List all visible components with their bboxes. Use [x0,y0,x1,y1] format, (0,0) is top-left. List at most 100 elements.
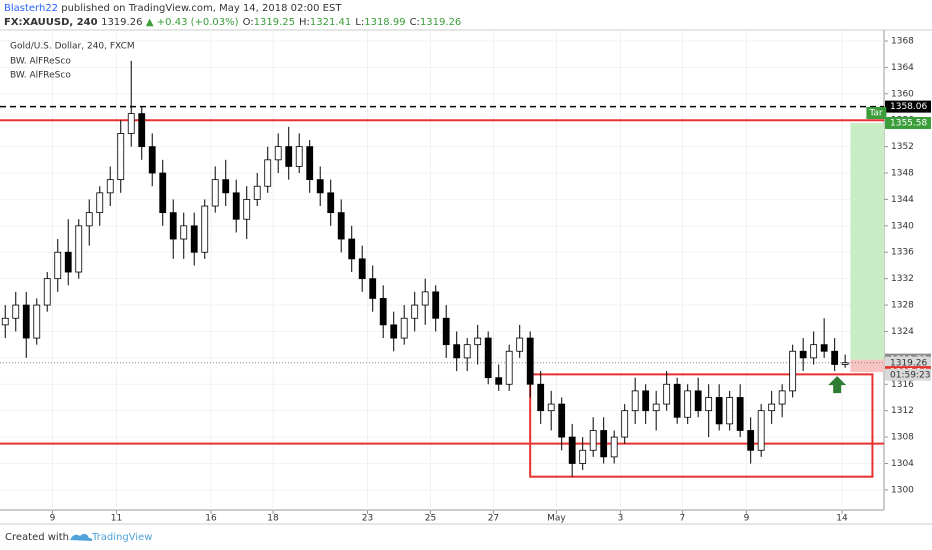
candle-body [610,436,618,458]
last: 1319.26 [101,17,142,28]
candle-body [579,449,587,464]
candle-body [138,113,146,148]
y-tick-label: 1328 [891,301,914,311]
change: ▲ +0.43 (+0.03%) [146,17,239,28]
y-tick-label: 1324 [891,327,914,337]
header-line: Blasterh22 published on TradingView.com,… [4,3,342,14]
candle-body [337,212,345,240]
candle-body [841,362,849,365]
candle-body [169,212,177,240]
y-tick-label: 1312 [891,406,914,416]
candle-body [642,390,650,412]
x-tick-label: 9 [744,514,750,524]
candle-body [64,251,72,273]
target-label-box [866,106,887,119]
y-tick-label: 1348 [891,169,914,179]
x-tick-label: 27 [488,514,499,524]
candle-body [54,251,62,280]
candle-body [558,403,566,438]
candle-body [453,344,461,359]
candle-body [96,192,104,214]
candle-body [526,337,534,385]
candle-body [484,337,492,379]
candle-body [442,317,450,346]
x-tick-label: 9 [50,514,56,524]
candle-body [43,278,51,306]
y-tick-label: 1332 [891,274,914,284]
candle-body [159,172,167,214]
candle-body [631,390,639,412]
x-tick-label: 14 [836,514,848,524]
candle-body [1,317,9,326]
ohlc-label: L: [355,17,364,28]
candle-body [516,337,524,352]
candle-body [411,304,419,319]
y-tick-label: 1344 [891,195,914,205]
candle-body [505,350,513,385]
ohlc-label: O: [243,17,254,28]
candle-body [621,410,629,438]
ohlc-label: C: [410,17,420,28]
candle-body [85,212,93,227]
candle-body [463,344,471,359]
candle-body [747,430,755,451]
candle-body [12,304,20,319]
candle-body [421,291,429,306]
target-label: Tar [868,108,883,118]
ohlc-label: H: [299,17,310,28]
candle-body [148,146,156,174]
candle-body [369,278,377,299]
symbol-line: FX:XAUUSD, 240 1319.26 ▲ +0.43 (+0.03%) O… [4,17,461,28]
candle-body [390,324,398,339]
candle-body [75,225,83,273]
price-label: 1355.58 [890,118,927,128]
candle-body [810,344,818,359]
x-tick-label: 23 [362,514,373,524]
candle-body [180,225,188,240]
candle-body [264,159,272,187]
y-tick-label: 1368 [891,36,914,46]
candle-body [222,179,230,194]
x-tick-label: 25 [425,514,436,524]
candle-body [736,397,744,431]
candle-body [201,205,209,253]
candle-body [831,350,839,365]
ohlc-value: 1318.99 [364,17,405,28]
candle-body [379,298,387,326]
ohlc: O:1319.25 H:1321.41 L:1318.99 C:1319.26 [243,17,462,28]
candle-body [285,146,293,167]
candle-body [253,185,261,200]
brand[interactable]: TradingView [91,532,152,543]
candle-body [820,344,828,352]
chart-title: Gold/U.S. Dollar, 240, FXCM [10,42,135,52]
candle-body [495,377,503,385]
y-tick-label: 1304 [891,459,914,469]
candle-body [348,238,356,260]
symbol: FX:XAUUSD, 240 [4,17,98,28]
candle-body [684,390,692,418]
target-zone [850,122,884,360]
footer-text: Created with [5,532,69,543]
candle-body [589,430,597,451]
candle-body [190,225,198,253]
candle-body [295,146,303,167]
candle-body [694,390,702,412]
price-label-box [885,116,931,129]
candle-body [22,304,30,339]
published: published on TradingView.com, May 14, 20… [61,3,342,14]
y-tick-label: 1300 [891,485,914,495]
candle-body [243,199,251,220]
indicator: BW. AlFReSco [10,71,71,81]
candle-body [799,350,807,359]
candle-body [705,397,713,412]
y-tick-label: 1316 [891,380,914,390]
x-tick-label: 16 [205,514,217,524]
price-label: 1358.06 [890,102,927,112]
candle-body [117,133,125,181]
price-label-box [885,100,931,113]
price-label: 1319.26 [890,358,927,368]
candle-body [106,179,114,194]
x-tick-label: 7 [680,514,686,524]
candle-body [600,430,608,458]
x-tick-label: 11 [111,514,122,524]
